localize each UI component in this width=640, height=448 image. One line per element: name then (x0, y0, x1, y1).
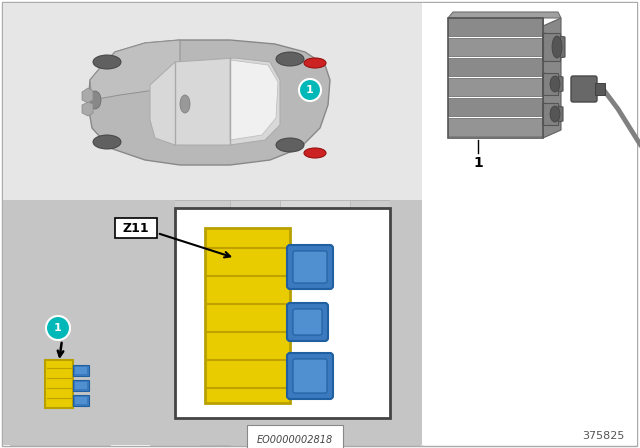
FancyBboxPatch shape (287, 245, 333, 289)
Bar (10, 232, 50, 282)
Ellipse shape (93, 135, 121, 149)
Bar (230, 200, 300, 240)
Polygon shape (88, 40, 330, 165)
Bar (448, 98, 543, 116)
Bar (10, 202, 60, 232)
Bar (200, 350, 320, 445)
Ellipse shape (89, 91, 101, 109)
Polygon shape (543, 103, 563, 125)
Bar (543, 73, 558, 95)
Bar (448, 18, 543, 138)
Bar (75, 367, 87, 374)
Bar (3, 200, 422, 445)
Bar (73, 395, 89, 406)
Text: 1: 1 (306, 85, 314, 95)
Bar (60, 320, 150, 380)
FancyBboxPatch shape (293, 309, 322, 335)
Bar (3, 415, 422, 445)
Bar (73, 365, 89, 376)
Polygon shape (543, 73, 563, 95)
Bar (543, 103, 558, 125)
Polygon shape (230, 60, 278, 140)
Bar (3, 200, 175, 445)
Bar (330, 380, 420, 445)
Bar (55, 205, 135, 230)
FancyBboxPatch shape (293, 359, 327, 393)
Bar (448, 58, 543, 76)
Bar (422, 3, 637, 445)
Bar (75, 397, 87, 404)
FancyBboxPatch shape (115, 218, 157, 238)
Bar (448, 78, 543, 96)
Circle shape (46, 316, 70, 340)
FancyBboxPatch shape (287, 353, 333, 399)
Bar (350, 200, 420, 250)
Bar (205, 228, 290, 403)
Bar (448, 118, 543, 136)
Polygon shape (82, 88, 93, 103)
FancyBboxPatch shape (287, 303, 328, 341)
Bar (390, 200, 422, 445)
Bar (160, 200, 240, 245)
FancyBboxPatch shape (571, 76, 597, 102)
Bar (330, 310, 420, 390)
Text: 1: 1 (473, 156, 483, 170)
Bar (45, 360, 73, 408)
Bar (8, 360, 88, 430)
Bar (175, 208, 390, 418)
Bar (75, 382, 87, 389)
Ellipse shape (276, 52, 304, 66)
Ellipse shape (552, 36, 562, 58)
Polygon shape (543, 18, 561, 138)
Ellipse shape (276, 138, 304, 152)
Bar (543, 33, 560, 61)
Bar (448, 38, 543, 56)
Polygon shape (82, 102, 93, 116)
Bar (448, 18, 543, 36)
Bar (3, 3, 422, 200)
Bar (73, 380, 89, 391)
Text: 1: 1 (54, 323, 62, 333)
Bar (120, 340, 200, 420)
Bar (80, 200, 180, 235)
Bar (595, 83, 605, 95)
Ellipse shape (304, 148, 326, 158)
Ellipse shape (93, 55, 121, 69)
Ellipse shape (304, 58, 326, 68)
Circle shape (299, 79, 321, 101)
Bar (280, 200, 370, 230)
Text: EO0000002818: EO0000002818 (257, 435, 333, 445)
Bar (370, 248, 420, 308)
Bar (150, 400, 230, 445)
Bar (10, 280, 70, 360)
Ellipse shape (550, 76, 560, 92)
Text: 375825: 375825 (582, 431, 625, 441)
Ellipse shape (550, 106, 560, 122)
Bar (10, 415, 110, 445)
Polygon shape (543, 33, 565, 61)
Ellipse shape (180, 95, 190, 113)
Polygon shape (150, 58, 280, 145)
FancyBboxPatch shape (293, 251, 327, 283)
Text: Z11: Z11 (123, 221, 149, 234)
Polygon shape (150, 270, 400, 445)
Polygon shape (90, 40, 180, 100)
Polygon shape (448, 12, 561, 18)
